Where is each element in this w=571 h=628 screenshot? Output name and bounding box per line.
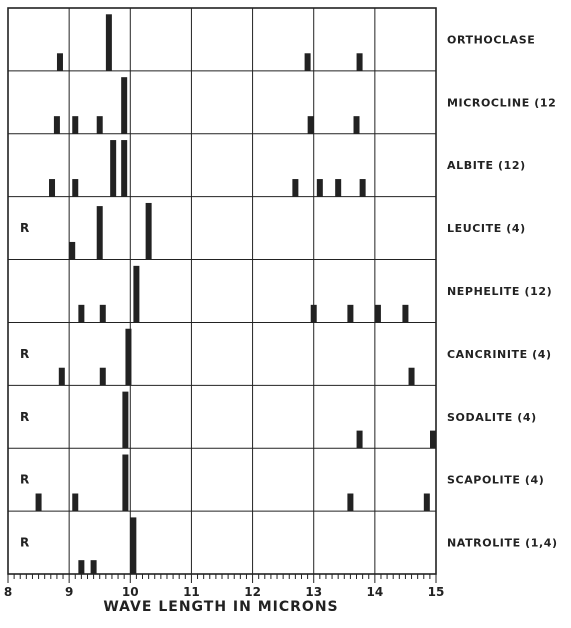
absorption-bar (35, 493, 42, 512)
absorption-bar (78, 304, 85, 323)
absorption-bar (121, 140, 128, 197)
absorption-bar (316, 179, 323, 197)
absorption-bar (402, 304, 409, 323)
absorption-bar (145, 202, 152, 260)
absorption-bar (72, 179, 79, 197)
absorption-bar (356, 430, 363, 449)
chart-grid (7, 7, 437, 575)
absorption-bar (310, 304, 317, 323)
absorption-bar (99, 367, 106, 386)
row-marker: R (20, 221, 29, 235)
x-axis-title: WAVE LENGTH IN MICRONS (103, 599, 338, 615)
absorption-bar (72, 116, 79, 134)
mineral-label: NATROLITE (1,4) (447, 537, 558, 550)
absorption-bar (430, 430, 436, 449)
row-marker: R (20, 410, 29, 424)
absorption-bar (99, 304, 106, 323)
x-tick-label: 13 (305, 585, 322, 599)
row-marker: R (20, 536, 29, 550)
x-axis: 8 9 10 11 12 13 14 15 (4, 574, 445, 599)
absorption-bar (69, 241, 76, 260)
x-tick-label: 14 (367, 585, 384, 599)
absorption-bar (359, 179, 366, 197)
mineral-label: LEUCITE (4) (447, 222, 526, 235)
absorption-bars (35, 14, 436, 574)
mineral-labels: ORTHOCLASE MICROCLINE (12 ALBITE (12) LEUCI… (447, 33, 558, 550)
absorption-bar (122, 391, 129, 449)
x-tick-label: 10 (122, 585, 139, 599)
absorption-bar (304, 53, 311, 71)
mineral-label: ORTHOCLASE (447, 33, 535, 46)
mineral-label: SCAPOLITE (4) (447, 474, 544, 487)
absorption-bar (121, 77, 128, 134)
x-tick-label: 9 (65, 585, 73, 599)
x-tick-label: 8 (4, 585, 12, 599)
absorption-bar (105, 14, 112, 71)
absorption-bar (423, 493, 430, 512)
absorption-bar (96, 206, 103, 260)
absorption-bar (56, 53, 63, 71)
absorption-bar (58, 367, 65, 386)
absorption-bar (78, 560, 85, 574)
absorption-bar (72, 493, 79, 512)
absorption-bar (307, 116, 314, 134)
absorption-bar (292, 179, 299, 197)
absorption-bar (335, 179, 342, 197)
x-tick-label: 15 (428, 585, 445, 599)
row-marker: R (20, 473, 29, 487)
absorption-bar (53, 116, 60, 134)
absorption-bar (125, 328, 132, 386)
row-marker: R (20, 347, 29, 361)
absorption-bar (96, 116, 103, 134)
absorption-bar (353, 116, 360, 134)
absorption-bar (356, 53, 363, 71)
absorption-bar (130, 517, 137, 574)
plot-frame (7, 7, 437, 575)
absorption-bar (110, 140, 117, 197)
absorption-bar (90, 560, 97, 574)
absorption-bar (408, 367, 415, 386)
absorption-bar (374, 304, 381, 323)
absorption-bar (347, 493, 354, 512)
mineral-label: NEPHELITE (12) (447, 285, 552, 298)
mineral-label: MICROCLINE (12 (447, 96, 556, 109)
x-tick-label: 12 (244, 585, 261, 599)
absorption-bar (133, 265, 140, 323)
absorption-bar (49, 179, 56, 197)
mineral-label: SODALITE (4) (447, 411, 537, 424)
absorption-bar (122, 454, 129, 512)
mineral-label: ALBITE (12) (447, 159, 526, 172)
row-markers: R R R R R (20, 221, 29, 549)
mineral-label: CANCRINITE (4) (447, 348, 552, 361)
x-tick-label: 11 (183, 585, 200, 599)
absorption-bar (347, 304, 354, 323)
